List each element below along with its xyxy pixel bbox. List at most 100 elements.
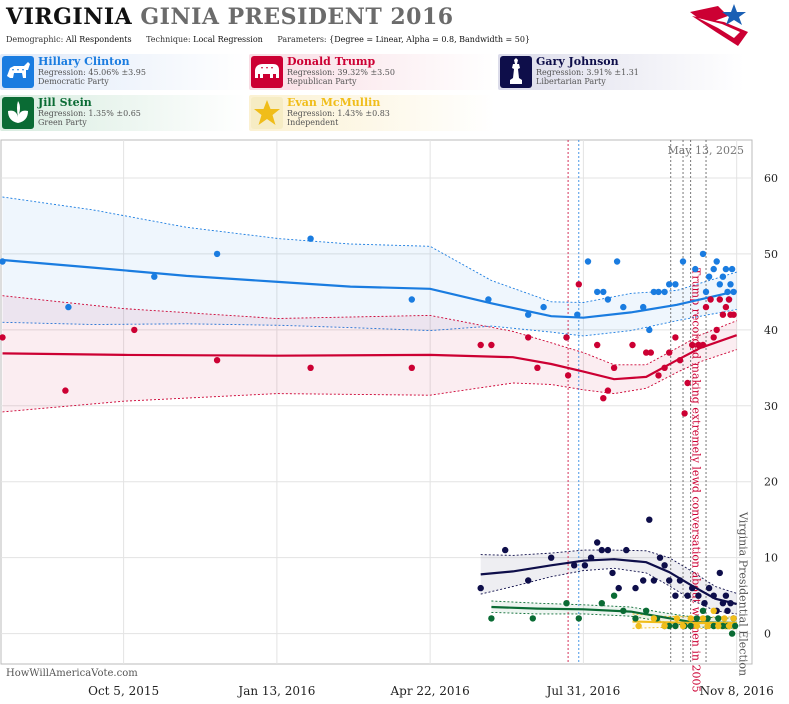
- poll-point: [722, 592, 730, 599]
- poll-point: [676, 577, 684, 584]
- poll-point: [731, 622, 739, 630]
- poll-point: [604, 546, 612, 554]
- poll-point: [687, 622, 694, 630]
- poll-point: [710, 334, 717, 341]
- page-title: VIRGINIA GINIA PRESIDENT 2016: [6, 4, 454, 30]
- candidate-regression: Regression: 39.32% ±3.50: [287, 68, 395, 77]
- candidate-card-johnson: Gary Johnson Regression: 3.91% ±1.31 Lib…: [498, 54, 744, 90]
- poll-point: [485, 296, 492, 303]
- poll-point: [640, 303, 647, 311]
- poll-point: [679, 258, 687, 265]
- poll-point: [408, 364, 415, 371]
- event-annotation: Virginia Presidential Election: [737, 511, 750, 676]
- poll-point: [488, 341, 495, 349]
- poll-point: [730, 615, 737, 622]
- poll-point: [610, 364, 618, 371]
- poll-point: [701, 600, 708, 607]
- poll-point: [719, 273, 727, 280]
- poll-point: [661, 288, 668, 296]
- poll-point: [681, 410, 688, 417]
- poll-point: [730, 311, 737, 318]
- poll-point: [650, 577, 658, 584]
- poll-point: [661, 562, 668, 569]
- poll-point: [672, 622, 679, 630]
- poll-point: [213, 357, 221, 364]
- poll-point: [704, 615, 711, 622]
- poll-point: [656, 554, 664, 561]
- poll-point: [710, 265, 717, 273]
- poll-point: [213, 250, 221, 258]
- poll-point: [699, 607, 707, 614]
- poll-point: [693, 615, 700, 622]
- poll-point: [666, 281, 673, 288]
- poll-point: [730, 288, 737, 296]
- lower-bound-line: [2, 308, 737, 337]
- poll-point: [702, 288, 710, 296]
- poll-point: [640, 577, 647, 584]
- poll-point: [716, 281, 723, 288]
- poll-point: [719, 600, 727, 607]
- poll-point: [699, 250, 707, 258]
- donkey-icon: [2, 56, 34, 88]
- poll-point: [666, 622, 673, 630]
- candidate-regression: Regression: 3.91% ±1.31: [536, 68, 639, 77]
- poll-point: [540, 303, 547, 311]
- candidate-name: Jill Stein: [38, 96, 92, 109]
- x-tick-label: Apr 22, 2016: [389, 684, 469, 698]
- candidate-name: Gary Johnson: [536, 55, 619, 68]
- poll-point: [713, 326, 720, 334]
- poll-point: [477, 584, 484, 592]
- poll-point: [610, 592, 618, 599]
- poll-point: [650, 288, 658, 296]
- title-state: VIRGINIA: [6, 4, 133, 30]
- poll-point: [655, 288, 662, 296]
- y-tick-label: 20: [764, 476, 778, 489]
- poll-point: [646, 326, 653, 334]
- candidate-party: Libertarian Party: [536, 77, 606, 86]
- candidate-card-clinton: Hillary Clinton Regression: 45.06% ±3.95…: [0, 54, 246, 90]
- poll-point: [689, 584, 696, 592]
- title-rest: GINIA PRESIDENT 2016: [140, 4, 454, 30]
- lower-bound-line: [2, 349, 737, 413]
- chart-header: VIRGINIA GINIA PRESIDENT 2016 Demographi…: [0, 0, 752, 50]
- poll-point: [604, 296, 612, 303]
- poll-point: [705, 584, 713, 592]
- y-tick-label: 40: [764, 324, 778, 337]
- poll-point: [650, 615, 658, 622]
- poll-point: [151, 273, 158, 280]
- poll-point: [713, 258, 720, 265]
- poll-point: [571, 562, 578, 569]
- site-footer: HowWillAmericaVote.com: [6, 668, 138, 679]
- poll-point: [600, 288, 607, 296]
- poll-point: [715, 615, 722, 622]
- poll-point: [574, 311, 581, 318]
- poll-point: [727, 281, 734, 288]
- technique-label: Technique:: [146, 35, 191, 44]
- regression-chart: Trump recorded making extremely lewd con…: [0, 139, 778, 698]
- candidate-card-mcmullin: Evan McMullin Regression: 1.43% ±0.83 In…: [249, 95, 495, 131]
- poll-point: [615, 584, 622, 592]
- poll-point: [721, 615, 728, 622]
- poll-point: [699, 341, 707, 349]
- star-icon: [251, 97, 283, 129]
- poll-point: [725, 622, 733, 630]
- poll-point: [679, 622, 687, 630]
- poll-point: [728, 265, 736, 273]
- poll-point: [635, 622, 642, 630]
- candidate-regression: Regression: 1.43% ±0.83: [287, 109, 390, 118]
- site-logo: [690, 4, 748, 46]
- parameters-value: {Degree = Linear, Alpha = 0.8, Bandwidth…: [329, 35, 531, 44]
- poll-point: [594, 288, 601, 296]
- poll-point: [666, 349, 673, 356]
- poll-point: [722, 265, 730, 273]
- poll-point: [594, 341, 601, 349]
- poll-point: [692, 265, 699, 273]
- poll-point: [0, 258, 6, 265]
- poll-point: [502, 546, 509, 554]
- poll-point: [672, 592, 679, 599]
- poll-point: [643, 607, 650, 614]
- poll-point: [673, 615, 681, 622]
- poll-point: [609, 569, 616, 577]
- poll-point: [647, 349, 654, 356]
- poll-point: [693, 622, 700, 630]
